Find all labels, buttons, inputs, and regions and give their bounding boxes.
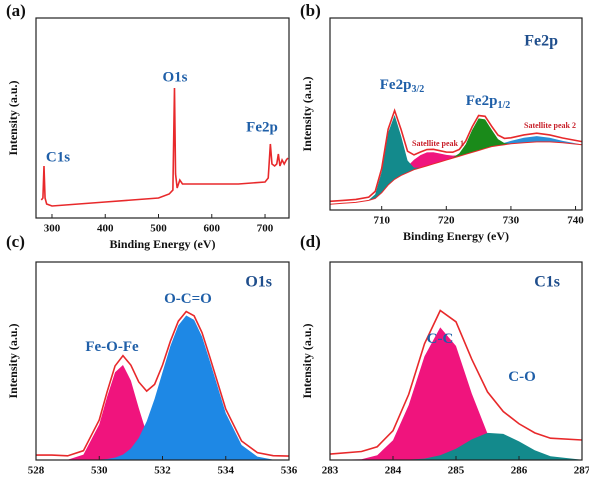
x-tick-label: 400 <box>97 223 114 235</box>
x-tick-label: 284 <box>385 465 402 477</box>
envelope-line <box>329 309 583 455</box>
plot-frame <box>35 17 290 219</box>
series-label: Satellite peak 2 <box>524 121 576 130</box>
x-tick-label: 700 <box>257 223 274 235</box>
x-tick-label: 534 <box>218 465 235 477</box>
panel-label: (d) <box>300 232 321 251</box>
series-label-name: C-O <box>508 369 536 385</box>
series-label-name: Fe-O-Fe <box>85 339 139 355</box>
x-tick-label: 286 <box>511 465 528 477</box>
x-tick-label: 528 <box>28 465 45 477</box>
series-label: Fe2p1/2 <box>466 93 510 111</box>
peak-annotation: O1s <box>162 69 187 85</box>
envelope-line <box>329 108 583 203</box>
plot-frame <box>329 17 583 211</box>
peak-area <box>330 118 582 205</box>
x-axis-label: Binding Energy (eV) <box>403 229 509 243</box>
series-label-name: Fe2p <box>380 77 412 93</box>
x-tick-label: 300 <box>44 223 61 235</box>
x-tick-label: 283 <box>322 465 339 477</box>
series-label-name: Satellite peak 2 <box>524 121 576 130</box>
envelope-line <box>36 310 290 457</box>
panel-title: Fe2p <box>524 33 558 50</box>
series-label-subscript: 3/2 <box>411 84 424 95</box>
series-label: Satellite peak 1 <box>412 139 464 148</box>
peak-area <box>330 432 582 460</box>
panel-title: C1s <box>534 274 560 291</box>
panel-title: O1s <box>245 274 272 291</box>
panel-label: (c) <box>6 232 25 251</box>
series-label: Fe-O-Fe <box>85 339 139 355</box>
background-line <box>329 141 583 205</box>
series-label: C-O <box>508 369 536 385</box>
series-label-name: C-C <box>427 331 454 347</box>
x-tick-label: 536 <box>281 465 298 477</box>
x-tick-label: 600 <box>204 223 221 235</box>
series-label: Fe2p3/2 <box>380 77 424 95</box>
peak-area <box>330 114 582 205</box>
x-tick-label: 710 <box>373 215 390 227</box>
series-label-subscript: 1/2 <box>497 100 510 111</box>
x-tick-label: 532 <box>154 465 171 477</box>
series-label-name: O-C=O <box>164 291 212 307</box>
panel-label: (b) <box>300 1 321 20</box>
x-tick-label: 500 <box>150 223 167 235</box>
series-label-name: Satellite peak 1 <box>412 139 464 148</box>
x-tick-label: 530 <box>91 465 108 477</box>
x-axis-label: Binding Energy (eV) <box>109 237 215 251</box>
peak-area <box>330 327 582 460</box>
peak-annotation: Fe2p <box>246 119 278 135</box>
peak-annotation: C1s <box>46 149 70 165</box>
y-axis-label: Intensity (a.u.) <box>6 80 20 155</box>
peak-area <box>36 315 289 460</box>
panel-label: (a) <box>6 1 26 20</box>
x-axis-label: Binding Energy (eV) <box>109 479 215 480</box>
y-axis-label: Intensity (a.u.) <box>300 323 314 398</box>
y-axis-label: Intensity (a.u.) <box>6 323 20 398</box>
series-label-name: Fe2p <box>466 93 498 109</box>
series-label: O-C=O <box>164 291 212 307</box>
peak-area <box>36 364 289 460</box>
envelope-line <box>40 87 289 207</box>
x-tick-label: 730 <box>503 215 520 227</box>
y-axis-label: Intensity (a.u.) <box>300 76 314 151</box>
x-tick-label: 285 <box>448 465 465 477</box>
x-tick-label: 720 <box>438 215 455 227</box>
x-tick-label: 287 <box>574 465 589 477</box>
series-label: C-C <box>427 331 454 347</box>
x-axis-label: Binding Energy (eV) <box>403 479 509 480</box>
x-tick-label: 740 <box>567 215 584 227</box>
